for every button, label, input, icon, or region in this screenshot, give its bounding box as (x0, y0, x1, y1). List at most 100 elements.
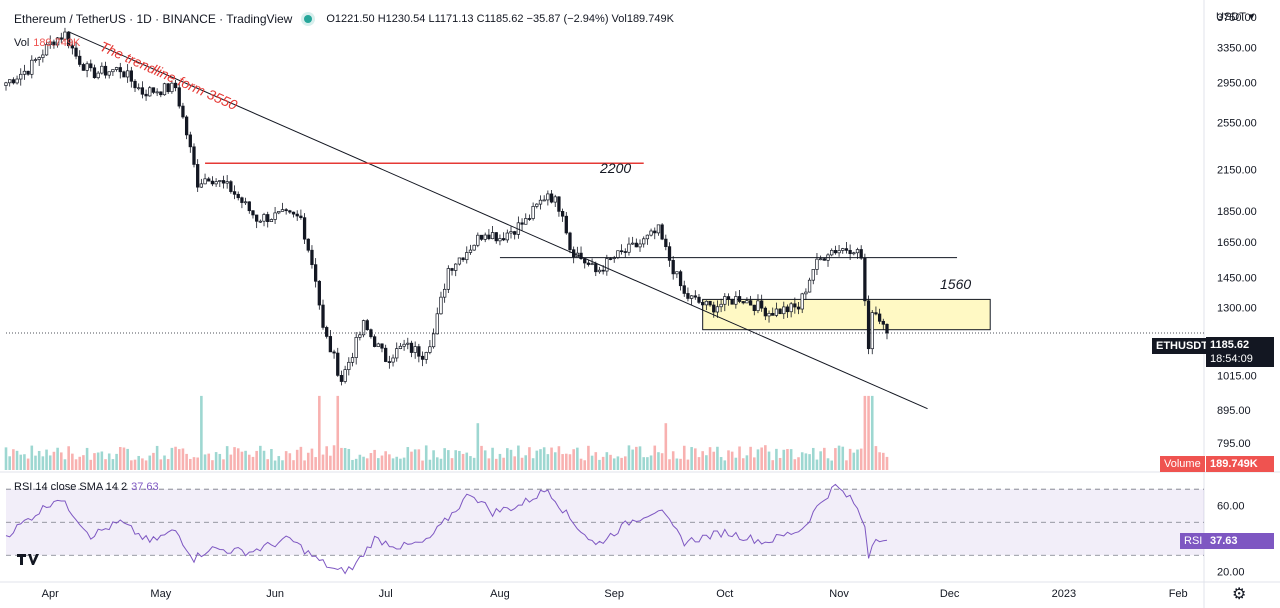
volume-bar (480, 445, 483, 470)
volume-bar (664, 423, 668, 470)
volume-bar (826, 458, 830, 470)
candle-body (594, 263, 598, 273)
volume-bar (266, 459, 270, 470)
candle-body (756, 300, 760, 311)
volume-bar (174, 446, 177, 470)
volume-bar (834, 448, 837, 470)
candle-body (752, 304, 756, 311)
volume-legend-label: Vol (14, 37, 30, 49)
candle-body (328, 336, 333, 353)
volume-bar (660, 453, 664, 470)
candle-body (196, 164, 200, 188)
candle-body (306, 238, 310, 251)
candle-body (203, 178, 207, 185)
price-tick-label: 2950.00 (1217, 78, 1257, 90)
volume-bar (469, 456, 472, 470)
volume-bar (620, 457, 623, 470)
volume-bar (388, 454, 391, 470)
candle-body (291, 211, 296, 215)
rsi-badge-label: RSI (1180, 533, 1207, 549)
time-tick-label: Feb (1169, 588, 1188, 600)
volume-bar (587, 445, 590, 470)
level-2200-annotation: 2200 (600, 160, 632, 176)
gear-icon[interactable]: ⚙ (1232, 586, 1247, 603)
rsi-tick-label: 20.00 (1217, 567, 1245, 579)
volume-bar (697, 457, 701, 470)
candle-body (830, 250, 834, 256)
candle-body (634, 242, 638, 248)
candle-body (15, 78, 19, 84)
candle-body (439, 296, 443, 315)
candle-body (133, 80, 137, 89)
volume-bar (882, 452, 885, 470)
volume-bar (782, 449, 786, 470)
volume-bar (15, 450, 19, 470)
volume-bar (115, 453, 118, 470)
rsi-legend[interactable]: RSI 14 close SMA 14 2 37.63 (14, 481, 159, 493)
volume-bar (270, 448, 273, 470)
candle-body (78, 55, 82, 65)
candle-body (148, 87, 152, 97)
candle-body (645, 234, 650, 240)
volume-bar (200, 395, 203, 470)
candle-body (81, 64, 86, 71)
candle-body (866, 300, 871, 350)
volume-bar (752, 457, 756, 470)
volume-bar (506, 448, 509, 470)
volume-bar (609, 454, 612, 470)
rsi-tick-label: 60.00 (1217, 501, 1245, 513)
candle-body (413, 346, 417, 353)
candle-body (339, 375, 344, 382)
volume-bar (517, 445, 520, 470)
candle-body (103, 65, 108, 76)
candle-body (796, 306, 801, 310)
candle-body (852, 252, 856, 255)
candle-body (664, 238, 668, 248)
volume-legend[interactable]: Vol 189.749K (14, 37, 80, 49)
candle-body (586, 262, 591, 265)
candle-body (465, 252, 469, 261)
candle-body (122, 71, 126, 78)
volume-bar (583, 460, 587, 470)
tradingview-logo[interactable] (16, 551, 40, 567)
volume-bar (395, 456, 399, 470)
candle-body (398, 345, 403, 349)
symbol-title[interactable]: Ethereum / TetherUS · 1D · BINANCE · Tra… (14, 12, 293, 26)
candle-body (409, 342, 414, 353)
bar-countdown: 18:54:09 (1210, 353, 1253, 365)
volume-bar (443, 448, 446, 470)
volume-badge-value: 189.749K (1206, 456, 1274, 472)
candle-body (236, 193, 240, 199)
volume-bar (244, 450, 247, 470)
candle-body (361, 320, 366, 336)
price-tick-label: 1850.00 (1217, 206, 1257, 218)
volume-bar (797, 457, 800, 470)
candle-body (343, 369, 347, 382)
volume-bar (716, 446, 719, 470)
volume-bar (671, 451, 675, 470)
candle-body (159, 91, 163, 96)
candle-body (782, 306, 786, 315)
volume-bar (340, 447, 343, 470)
volume-bar (601, 456, 605, 470)
candle-body (295, 213, 299, 217)
candle-body (354, 337, 358, 358)
volume-bar (222, 459, 225, 470)
candle-body (461, 257, 465, 261)
volume-bar (369, 453, 373, 470)
volume-bar (642, 457, 645, 470)
volume-bar (347, 448, 351, 470)
volume-bar (859, 448, 863, 470)
price-tick-label: 3750.00 (1217, 12, 1257, 24)
candle-body (321, 304, 325, 328)
candle-body (653, 230, 657, 234)
time-tick-label: Oct (716, 588, 733, 600)
candle-body (538, 199, 543, 205)
candle-body (557, 196, 561, 212)
candle-body (811, 269, 815, 281)
currency-selector[interactable]: USDT ▾ (1216, 11, 1255, 23)
candle-body (435, 313, 439, 335)
volume-bar (823, 447, 826, 470)
